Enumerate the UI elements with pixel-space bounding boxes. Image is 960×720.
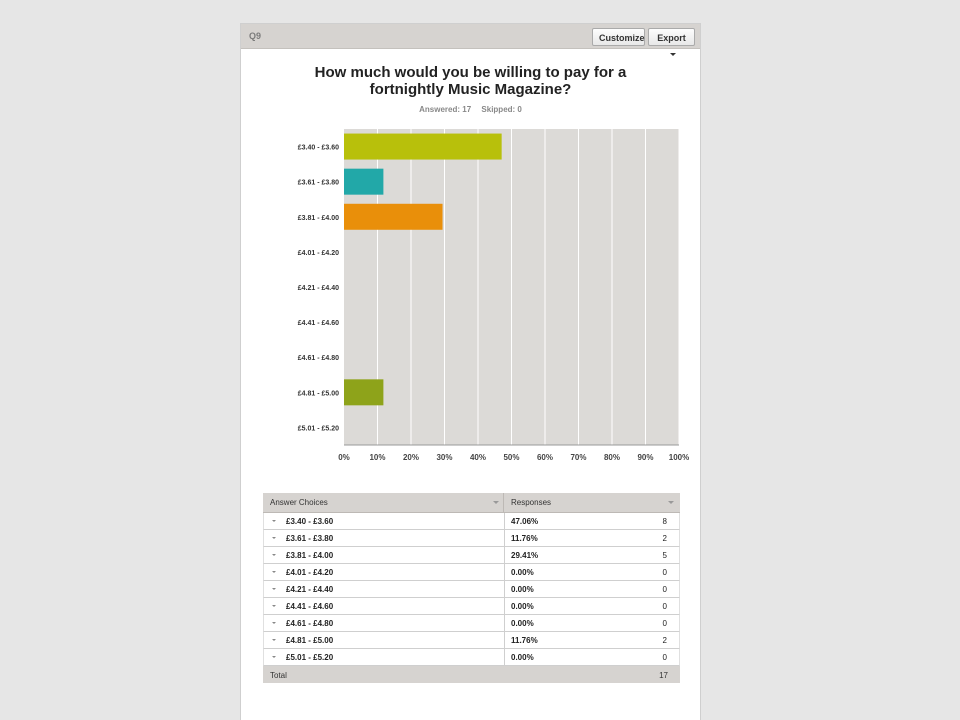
table-body: £3.40 - £3.60 47.06% 8 £3.61 - £3.80 11.76% 2…	[263, 513, 680, 666]
table-row: £4.01 - £4.20 0.00% 0	[263, 564, 680, 581]
total-label: Total	[270, 671, 287, 680]
question-title-line-1: How much would you be willing to pay for…	[314, 64, 627, 81]
row-count: 2	[662, 534, 667, 543]
x-tick-label: 10%	[369, 453, 385, 462]
x-tick-label: 100%	[669, 453, 689, 462]
expand-icon[interactable]	[272, 588, 276, 590]
row-count: 0	[662, 653, 667, 662]
response-stats: Answered: 17 Skipped: 0	[241, 105, 700, 114]
y-tick-label: £4.61 - £4.80	[298, 355, 339, 362]
bar-chart: 0% 10% 20% 30% 40% 50% 60% 70% 80% 90% 100% £3.40 -…	[298, 129, 689, 462]
row-percent: 0.00%	[511, 653, 534, 662]
export-button[interactable]: Export	[648, 28, 695, 57]
table-row: £4.61 - £4.80 0.00% 0	[263, 615, 680, 632]
row-choice-label: £4.81 - £5.00	[286, 636, 334, 645]
customize-button[interactable]: Customize	[592, 28, 645, 46]
row-count: 8	[662, 517, 667, 526]
table-header: Answer Choices Responses	[263, 493, 680, 513]
y-tick-label: £4.01 - £4.20	[298, 250, 339, 257]
row-choice-label: £3.81 - £4.00	[286, 551, 334, 560]
x-tick-label: 70%	[570, 453, 586, 462]
responses-table: Answer Choices Responses £3.40 - £3.60 47…	[263, 493, 680, 683]
x-tick-label: 20%	[403, 453, 419, 462]
row-choice-label: £4.61 - £4.80	[286, 619, 334, 628]
row-choice-label: £3.61 - £3.80	[286, 534, 334, 543]
expand-icon[interactable]	[272, 554, 276, 556]
row-count: 0	[662, 619, 667, 628]
row-percent: 29.41%	[511, 551, 539, 560]
row-choice-label: £4.01 - £4.20	[286, 568, 334, 577]
chevron-down-icon	[670, 53, 676, 57]
expand-icon[interactable]	[272, 571, 276, 573]
expand-icon[interactable]	[272, 656, 276, 658]
y-tick-label: £4.81 - £5.00	[298, 390, 339, 397]
x-tick-label: 50%	[503, 453, 519, 462]
row-percent: 0.00%	[511, 602, 534, 611]
question-title: How much would you be willing to pay for…	[241, 64, 700, 98]
skipped-count: Skipped: 0	[481, 105, 522, 114]
bar[interactable]	[344, 379, 384, 406]
question-number: Q9	[249, 31, 262, 41]
x-tick-label: 40%	[470, 453, 486, 462]
panel-header: Q9 Customize Export	[241, 24, 700, 57]
question-title-line-2: fortnightly Music Magazine?	[369, 81, 572, 98]
x-tick-label: 30%	[436, 453, 452, 462]
row-choice-label: £4.41 - £4.60	[286, 602, 334, 611]
row-count: 2	[662, 636, 667, 645]
row-percent: 0.00%	[511, 619, 534, 628]
x-tick-label: 80%	[604, 453, 620, 462]
table-row: £3.81 - £4.00 29.41% 5	[263, 547, 680, 564]
expand-icon[interactable]	[272, 639, 276, 641]
table-row: £4.21 - £4.40 0.00% 0	[263, 581, 680, 598]
row-percent: 0.00%	[511, 585, 534, 594]
responses-header[interactable]: Responses	[511, 498, 552, 507]
sort-icon[interactable]	[493, 501, 499, 504]
y-tick-label: £3.61 - £3.80	[298, 180, 339, 187]
row-choice-label: £4.21 - £4.40	[286, 585, 334, 594]
export-label: Export	[657, 33, 686, 43]
row-percent: 47.06%	[511, 517, 539, 526]
bar[interactable]	[344, 203, 443, 230]
row-count: 0	[662, 602, 667, 611]
y-tick-label: £5.01 - £5.20	[298, 425, 339, 432]
y-tick-label: £3.40 - £3.60	[298, 145, 339, 152]
row-percent: 11.76%	[511, 534, 538, 543]
expand-icon[interactable]	[272, 520, 276, 522]
row-count: 0	[662, 568, 667, 577]
table-row: £4.81 - £5.00 11.76% 2	[263, 632, 680, 649]
row-percent: 0.00%	[511, 568, 534, 577]
expand-icon[interactable]	[272, 537, 276, 539]
y-tick-label: £4.41 - £4.60	[298, 320, 339, 327]
row-choice-label: £5.01 - £5.20	[286, 653, 334, 662]
table-total-row: Total 17	[263, 666, 680, 683]
x-tick-label: 0%	[338, 453, 350, 462]
question-panel: Q9 Customize Export How much would you b…	[240, 23, 701, 720]
table-row: £3.61 - £3.80 11.76% 2	[263, 530, 680, 547]
x-tick-label: 60%	[537, 453, 553, 462]
expand-icon[interactable]	[272, 622, 276, 624]
table-row: £4.41 - £4.60 0.00% 0	[263, 598, 680, 615]
x-tick-label: 90%	[637, 453, 653, 462]
bar[interactable]	[344, 168, 384, 195]
y-tick-label: £4.21 - £4.40	[298, 285, 339, 292]
row-percent: 11.76%	[511, 636, 538, 645]
table-row: £3.40 - £3.60 47.06% 8	[263, 513, 680, 530]
y-tick-label: £3.81 - £4.00	[298, 215, 339, 222]
table-row: £5.01 - £5.20 0.00% 0	[263, 649, 680, 666]
expand-icon[interactable]	[272, 605, 276, 607]
total-count: 17	[659, 671, 668, 680]
row-count: 5	[662, 551, 667, 560]
answer-choices-header[interactable]: Answer Choices	[270, 498, 328, 507]
row-count: 0	[662, 585, 667, 594]
bar[interactable]	[344, 133, 502, 160]
row-choice-label: £3.40 - £3.60	[286, 517, 334, 526]
sort-icon[interactable]	[668, 501, 674, 504]
answered-count: Answered: 17	[419, 105, 472, 114]
